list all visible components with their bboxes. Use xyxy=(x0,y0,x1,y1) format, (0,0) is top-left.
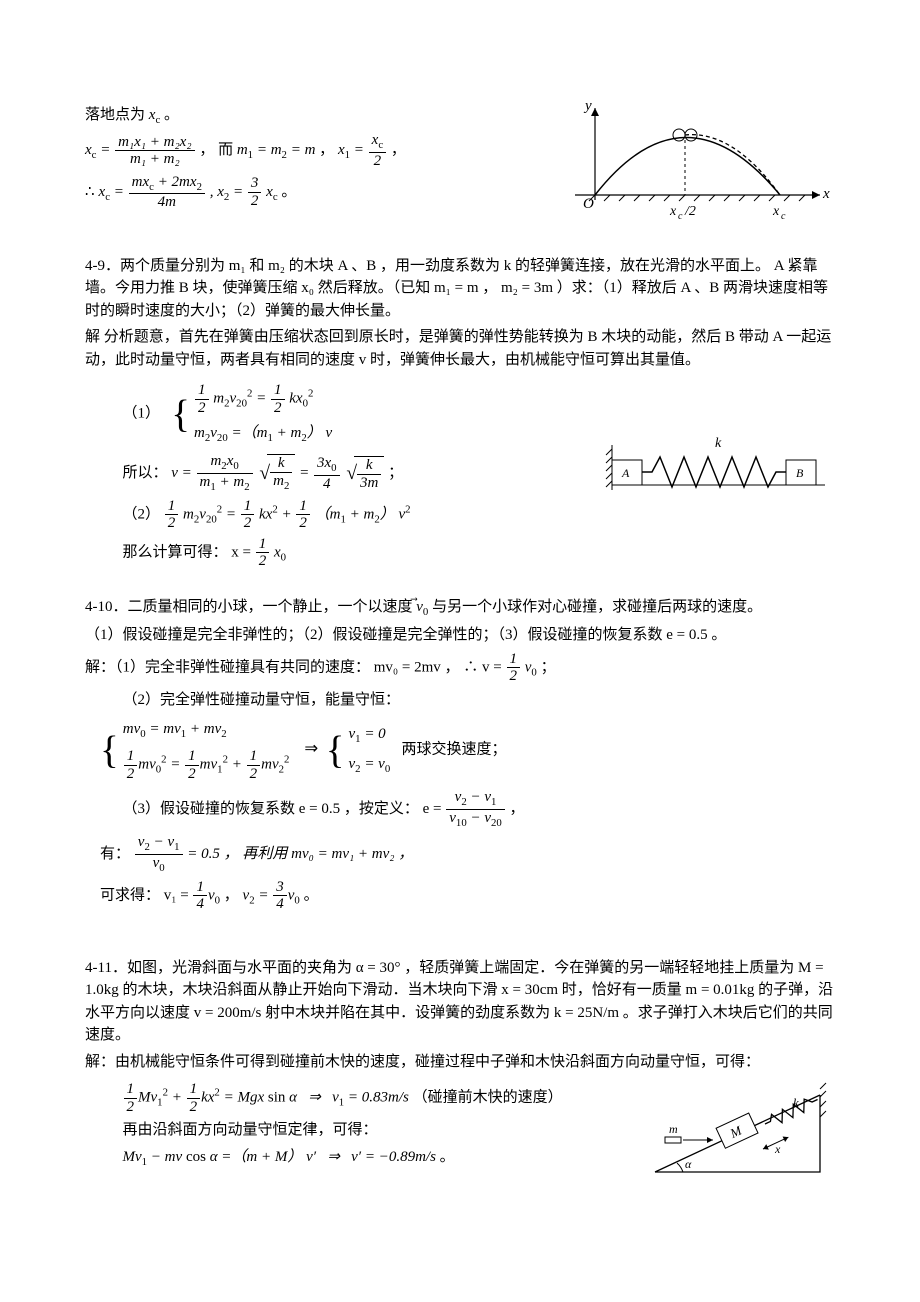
svg-text:c: c xyxy=(678,211,683,222)
p410-s3b: 有： v2 − v1v0 = 0.5 ， 再利用 mv₀ = mv₁ + mv₂… xyxy=(85,834,835,875)
p48-eq2: xc = mxc + 2mx24m , x2 = 32 xc 。 xyxy=(85,174,545,211)
p49-so: 所以： v = m2x0m1 + m2 km2 = 3x04 k3m ； xyxy=(85,453,590,494)
p48-eq1-den: m₁ + m₂ xyxy=(115,150,194,168)
p49-part2: （2） 12 m2v202 = 12 kx2 + 12 （m1 + m2） v2 xyxy=(85,498,590,532)
p49-part1: （1） { 12 m2v202 = 12 kx02 m2v20 =（m1 + m… xyxy=(85,379,590,449)
svg-text:/2: /2 xyxy=(684,204,696,219)
p410-s3c: 可求得： v₁ = 14v0 ， v2 = 34v0 。 xyxy=(85,879,835,913)
p48-eq1-num: m₁x₁ + m₂x₂ xyxy=(115,134,194,151)
svg-text:k: k xyxy=(793,1095,799,1110)
origin-label: O xyxy=(583,196,594,212)
p411-figure: M k m x α xyxy=(645,1077,835,1195)
p411-body: 12Mv12 + 12kx2 = Mgx sin α ⇒ v1 = 0.83m/… xyxy=(85,1077,835,1195)
svg-text:B: B xyxy=(796,466,804,480)
p48-intro-dot: 。 xyxy=(160,107,179,123)
p410-s2-sys: { mv0 = mv1 + mv2 12mv02 = 12mv12 + 12mv… xyxy=(85,715,835,785)
p49-part1-label: （1） xyxy=(123,406,161,422)
svg-text:m: m xyxy=(669,1122,678,1136)
p410-s2-label: （2）完全弹性碰撞动量守恒，能量守恒： xyxy=(85,689,835,712)
svg-text:x: x xyxy=(774,1142,781,1156)
p49-figure: k A B xyxy=(600,435,835,513)
p48-intro-text: 落地点为 xyxy=(85,107,145,123)
svg-text:c: c xyxy=(781,211,786,222)
p48-block: 落地点为 xc 。 xc = m₁x₁ + m₂x₂m₁ + m₂ ， 而 m1… xyxy=(85,100,835,233)
p411-eq2: Mv1 − mv cos α =（m + M） v′ ⇒ v′ = −0.89m… xyxy=(85,1146,635,1170)
p48-eq1: xc = m₁x₁ + m₂x₂m₁ + m₂ ， 而 m1 = m2 = m … xyxy=(85,132,545,169)
p49-sys1-l2: m2v20 =（m1 + m2） v xyxy=(194,422,332,446)
p410-s3a: （3）假设碰撞的恢复系数 e = 0.5 ，按定义： e = v2 − v1v1… xyxy=(85,789,835,830)
svg-text:α: α xyxy=(685,1157,692,1171)
p49-equations: （1） { 12 m2v202 = 12 kx02 m2v20 =（m1 + m… xyxy=(85,375,590,574)
p411-title: 4-11．如图，光滑斜面与水平面的夹角为 α = 30° ，轻质弹簧上端固定．今… xyxy=(85,957,835,1047)
svg-text:A: A xyxy=(621,466,630,480)
p48-figure: y x O xc/2 xc xyxy=(555,100,835,233)
p49-part2-res: 那么计算可得： x = 12 x0 xyxy=(85,536,590,570)
svg-text:x: x xyxy=(669,204,677,219)
p410-s1: 解：（1）完全非弹性碰撞具有共同的速度： mv₀ = 2mv ， ∴ v = 1… xyxy=(85,651,835,685)
axis-x-label: x xyxy=(822,186,830,202)
p410-subtitle: （1）假设碰撞是完全非弹性的；（2）假设碰撞是完全弹性的；（3）假设碰撞的恢复系… xyxy=(85,624,835,647)
p48-text: 落地点为 xc 。 xc = m₁x₁ + m₂x₂m₁ + m₂ ， 而 m1… xyxy=(85,100,545,215)
p411-eq2-lead: 再由沿斜面方向动量守恒定律，可得： xyxy=(85,1119,635,1142)
p411-equations: 12Mv12 + 12kx2 = Mgx sin α ⇒ v1 = 0.83m/… xyxy=(85,1077,635,1174)
p48-intro-sym: xc xyxy=(149,107,160,123)
p48-intro: 落地点为 xc 。 xyxy=(85,104,545,128)
p49-body: （1） { 12 m2v202 = 12 kx02 m2v20 =（m1 + m… xyxy=(85,375,835,574)
p49-title: 4-9．两个质量分别为 m₁ 和 m₂ 的木块 A 、B ，用一劲度系数为 k … xyxy=(85,255,835,323)
p410-title: 4-10．二质量相同的小球，一个静止，一个以速度 v0 与另一个小球作对心碰撞，… xyxy=(85,596,835,620)
p49-lead: 解 分析题意，首先在弹簧由压缩状态回到原长时，是弹簧的弹性势能转换为 B 木块的… xyxy=(85,326,835,371)
p411-eq1: 12Mv12 + 12kx2 = Mgx sin α ⇒ v1 = 0.83m/… xyxy=(85,1081,635,1115)
svg-text:x: x xyxy=(772,204,780,219)
axis-y-label: y xyxy=(583,100,592,114)
p48-eq1-tail: ， 而 xyxy=(199,142,237,158)
svg-text:k: k xyxy=(715,436,722,451)
p411-lead: 解：由机械能守恒条件可得到碰撞前木快的速度，碰撞过程中子弹和木快沿斜面方向动量守… xyxy=(85,1051,835,1074)
